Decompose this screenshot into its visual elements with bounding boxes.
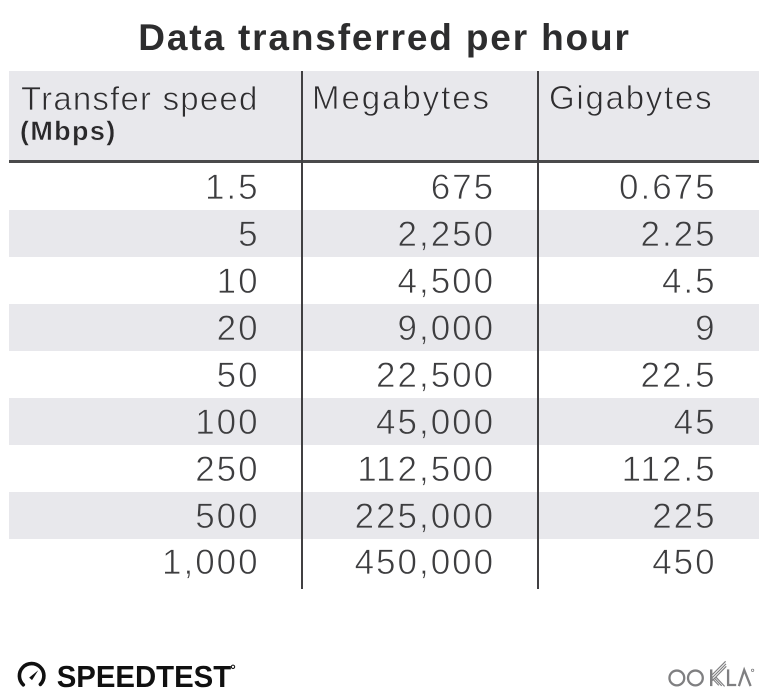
svg-text:SPEEDTEST: SPEEDTEST: [57, 659, 232, 694]
